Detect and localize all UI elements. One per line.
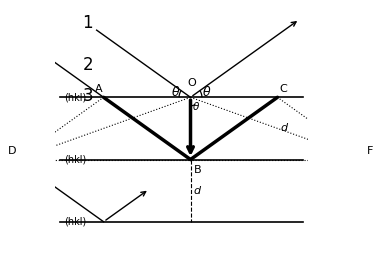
Text: d: d (194, 185, 201, 196)
Text: 3: 3 (82, 87, 93, 105)
Text: F: F (367, 146, 373, 156)
Text: B: B (194, 165, 201, 175)
Text: (hkl): (hkl) (64, 92, 86, 102)
Text: O: O (187, 78, 196, 88)
Text: C: C (279, 84, 287, 94)
Text: D: D (8, 146, 17, 156)
Text: A: A (95, 84, 102, 94)
Text: d: d (281, 123, 288, 133)
Text: 1: 1 (82, 14, 93, 32)
Text: θ: θ (172, 86, 180, 99)
Text: θ: θ (192, 102, 199, 112)
Text: θ: θ (203, 86, 210, 99)
Text: (hkl): (hkl) (64, 217, 86, 227)
Text: 2: 2 (82, 56, 93, 74)
Text: (hkl): (hkl) (64, 155, 86, 165)
